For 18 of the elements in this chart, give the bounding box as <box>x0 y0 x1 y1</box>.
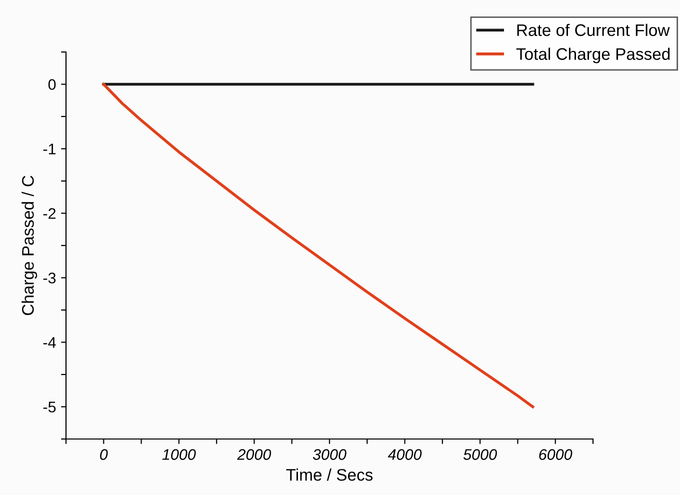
x-tick-label: 4000 <box>388 449 422 460</box>
y-tick-label: -1 <box>43 144 56 154</box>
y-tick-label: 0 <box>48 79 56 90</box>
y-tick-label: -3 <box>43 272 56 284</box>
x-tick-label: 1000 <box>162 449 196 460</box>
x-tick-label: 0 <box>100 449 108 460</box>
x-axis-title: Time / Secs <box>286 468 373 481</box>
x-tick-label: 5000 <box>463 449 497 460</box>
x-tick-label: 2000 <box>237 449 272 460</box>
y-tick-label: -2 <box>43 208 56 219</box>
x-tick-label: 3000 <box>312 449 346 460</box>
y-tick-label: -5 <box>43 402 56 412</box>
line-series <box>102 82 534 408</box>
x-tick-label: 6000 <box>539 449 572 460</box>
y-tick-label: -4 <box>43 337 56 348</box>
y-axis-title: Charge Passed / C <box>22 176 38 316</box>
legend-label: Total Charge Passed <box>516 48 670 64</box>
legend-label: Rate of Current Flow <box>517 24 670 36</box>
